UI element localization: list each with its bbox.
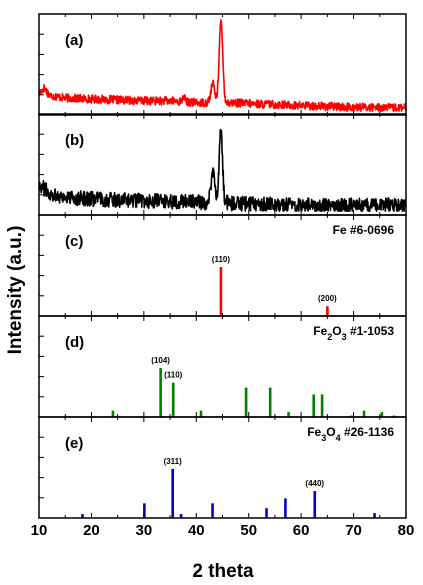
x-axis-label: 2 theta (192, 561, 254, 582)
x-axis-ticks: 10 20 30 40 50 60 70 80 (31, 522, 415, 539)
x-tick-label: 70 (345, 522, 362, 539)
hkl-label: (110) (212, 255, 231, 264)
panel-label: (e) (65, 435, 83, 452)
panel-e: (311) (440) Fe3O4 #26-1136 (e) (38, 416, 407, 519)
panel-c: (110) (200) Fe #6-0696 (c) (38, 214, 407, 317)
hkl-label: (104) (151, 356, 170, 365)
y-axis-label: Intensity (a.u.) (5, 226, 26, 355)
x-tick-label: 60 (293, 522, 310, 539)
panel-title: Fe3O4 #26-1136 (307, 425, 394, 443)
panel-d: (104) (110) Fe2O3 #1-1053 (d) (38, 315, 407, 418)
x-tick-label: 20 (83, 522, 100, 539)
panels-layer: (a) (b) (110) (200) Fe #6-0696 (c) (104) (110) F… (38, 13, 407, 519)
panel-label: (d) (65, 334, 84, 351)
panel-b: (b) (38, 113, 407, 216)
panel-label: (c) (65, 233, 83, 250)
hkl-label: (311) (164, 457, 183, 466)
x-tick-label: 10 (31, 522, 48, 539)
x-tick-label: 50 (240, 522, 257, 539)
panel-label: (a) (65, 32, 83, 49)
hkl-label: (440) (305, 479, 324, 488)
x-tick-label: 40 (188, 522, 205, 539)
panel-title: Fe #6-0696 (333, 223, 395, 237)
x-tick-label: 80 (398, 522, 415, 539)
panel-title: Fe2O3 #1-1053 (313, 324, 394, 342)
x-tick-label: 30 (136, 522, 153, 539)
pattern-line (38, 128, 407, 212)
hkl-label: (110) (164, 371, 183, 380)
panel-a: (a) (38, 13, 407, 116)
panel-label: (b) (65, 132, 84, 149)
pattern-line (38, 19, 407, 112)
hkl-label: (200) (318, 294, 337, 303)
